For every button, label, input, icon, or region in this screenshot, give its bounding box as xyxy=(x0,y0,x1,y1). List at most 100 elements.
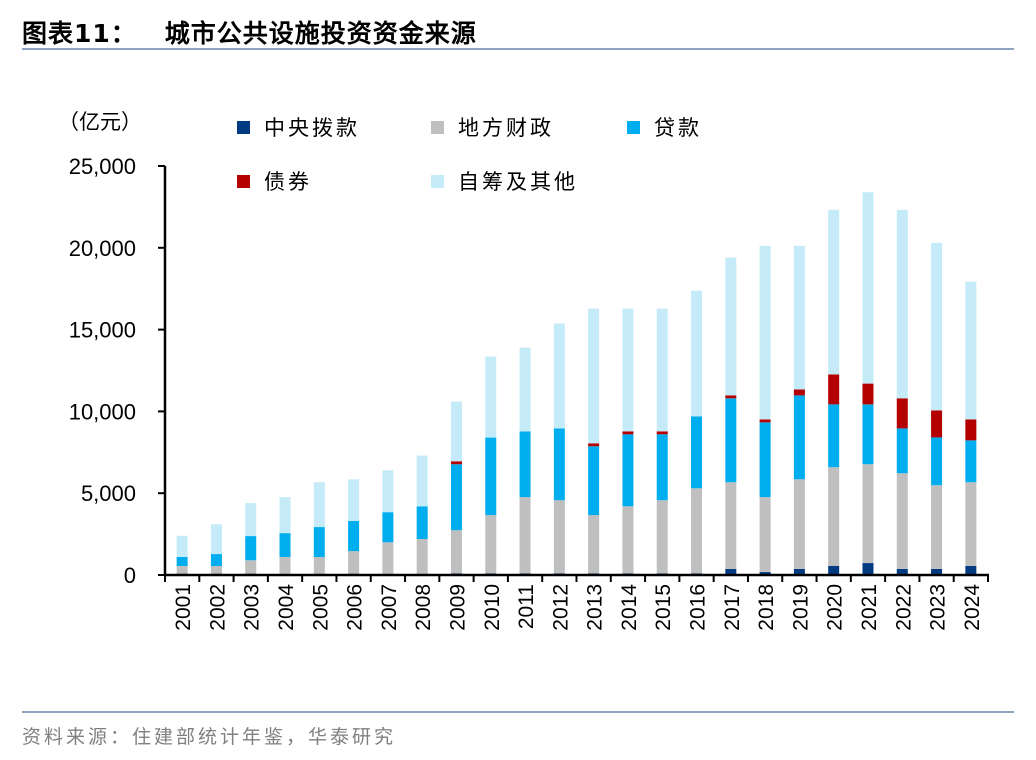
bar-segment-2019-2 xyxy=(793,395,805,480)
bar-segment-2004-4 xyxy=(279,497,291,534)
bar-segment-2006-1 xyxy=(348,551,360,574)
x-tick-label: 2022 xyxy=(892,584,915,631)
x-tick-label: 2018 xyxy=(755,584,778,631)
legend-item-central: 中央拨款 xyxy=(237,112,360,142)
bar-segment-2003-4 xyxy=(245,503,257,537)
bar-segment-2005-2 xyxy=(313,527,325,558)
bar-segment-2013-2 xyxy=(588,446,600,516)
bar-segment-2017-0 xyxy=(725,568,737,575)
x-tick-label: 2019 xyxy=(789,584,812,631)
x-tick-label: 2015 xyxy=(652,584,675,631)
bar-segment-2020-4 xyxy=(828,209,840,375)
bar-segment-2002-1 xyxy=(210,566,222,574)
y-tick-label: 25,000 xyxy=(69,154,136,179)
x-tick-label: 2001 xyxy=(172,584,195,631)
bar-segment-2024-0 xyxy=(965,566,977,575)
bar-segment-2012-4 xyxy=(553,323,565,429)
bar-segment-2022-2 xyxy=(896,428,908,474)
bar-segment-2001-2 xyxy=(176,557,188,567)
bar-segment-2017-1 xyxy=(725,482,737,569)
bar-segment-2008-1 xyxy=(416,539,428,575)
bar-segment-2004-1 xyxy=(279,557,291,575)
y-tick-label: 15,000 xyxy=(69,318,136,343)
bar-segment-2010-2 xyxy=(485,437,497,516)
bar-segment-2020-3 xyxy=(828,374,840,405)
bar-segment-2014-1 xyxy=(622,506,634,574)
y-tick-label: 0 xyxy=(124,563,136,588)
x-tick-label: 2007 xyxy=(378,584,401,631)
legend-item-self: 自筹及其他 xyxy=(431,166,578,196)
bar-segment-2018-2 xyxy=(759,422,771,498)
x-tick-label: 2010 xyxy=(481,584,504,631)
bar-segment-2008-2 xyxy=(416,506,428,540)
bar-segment-2002-4 xyxy=(210,524,222,555)
bar-segment-2007-2 xyxy=(382,512,394,543)
bar-segment-2017-2 xyxy=(725,398,737,483)
bar-segment-2018-3 xyxy=(759,419,771,423)
bar-segment-2009-3 xyxy=(450,461,462,465)
legend-swatch xyxy=(431,120,444,134)
chart-title: 图表11： 城市公共设施投资资金来源 xyxy=(22,14,477,50)
x-tick-label: 2017 xyxy=(721,584,744,631)
bar-segment-2019-0 xyxy=(793,568,805,575)
bar-segment-2024-3 xyxy=(965,419,977,441)
x-tick-label: 2002 xyxy=(206,584,229,631)
legend-item-loan: 贷款 xyxy=(627,112,702,142)
legend-label: 地方财政 xyxy=(458,116,554,140)
bar-segment-2010-1 xyxy=(485,515,497,574)
bar-segment-2005-1 xyxy=(313,557,325,575)
bar-segment-2013-1 xyxy=(588,515,600,574)
legend-swatch xyxy=(431,174,444,188)
bar-segment-2019-3 xyxy=(793,389,805,396)
bar-segment-2011-4 xyxy=(519,347,531,432)
figure-label: 图表11： xyxy=(22,19,137,48)
x-tick-label: 2009 xyxy=(446,584,469,631)
x-tick-label: 2014 xyxy=(618,584,641,631)
bar-segment-2018-0 xyxy=(759,572,771,575)
x-tick-label: 2004 xyxy=(275,584,298,631)
source-note: 资料来源：住建部统计年鉴，华泰研究 xyxy=(22,726,397,748)
bar-segment-2001-4 xyxy=(176,535,188,558)
bar-segment-2018-4 xyxy=(759,245,771,420)
bar-segment-2023-0 xyxy=(931,568,943,575)
y-tick-label: 20,000 xyxy=(69,236,136,261)
x-tick-label: 2005 xyxy=(309,584,332,631)
bar-segment-2020-2 xyxy=(828,404,840,468)
legend-item-bond: 债券 xyxy=(237,166,312,196)
bar-segment-2021-2 xyxy=(862,404,874,465)
legend-swatch xyxy=(627,120,640,134)
bar-segment-2017-3 xyxy=(725,395,737,399)
title-divider xyxy=(22,48,1014,50)
bar-segment-2013-4 xyxy=(588,308,600,444)
bar-segment-2007-1 xyxy=(382,542,394,575)
legend-swatch xyxy=(237,174,250,188)
x-tick-label: 2021 xyxy=(858,584,881,631)
bar-segment-2024-2 xyxy=(965,440,977,483)
bar-segment-2004-2 xyxy=(279,533,291,558)
legend-swatch xyxy=(237,120,250,134)
bar-segment-2015-3 xyxy=(656,431,668,435)
y-tick-label: 5,000 xyxy=(81,481,136,506)
bar-segment-2019-4 xyxy=(793,245,805,390)
bar-segment-2012-1 xyxy=(553,500,565,574)
bar-segment-2021-1 xyxy=(862,464,874,564)
bar-segment-2021-3 xyxy=(862,383,874,405)
bar-segment-2009-1 xyxy=(450,530,462,574)
bar-segment-2023-3 xyxy=(931,410,943,438)
bar-segment-2022-0 xyxy=(896,568,908,575)
bar-segment-2010-4 xyxy=(485,356,497,438)
bar-segment-2014-3 xyxy=(622,431,634,435)
x-tick-label: 2020 xyxy=(824,584,847,631)
bar-segment-2022-4 xyxy=(896,209,908,399)
y-axis-unit-label: （亿元） xyxy=(58,110,142,134)
bar-segment-2015-1 xyxy=(656,500,668,574)
bar-segment-2021-0 xyxy=(862,563,874,575)
x-tick-label: 2006 xyxy=(344,584,367,631)
legend-label: 贷款 xyxy=(654,116,702,140)
footer-divider xyxy=(22,711,1014,713)
bar-segment-2014-4 xyxy=(622,308,634,432)
bar-segment-2006-4 xyxy=(348,479,360,522)
bar-segment-2020-0 xyxy=(828,566,840,575)
bar-segment-2012-2 xyxy=(553,428,565,501)
